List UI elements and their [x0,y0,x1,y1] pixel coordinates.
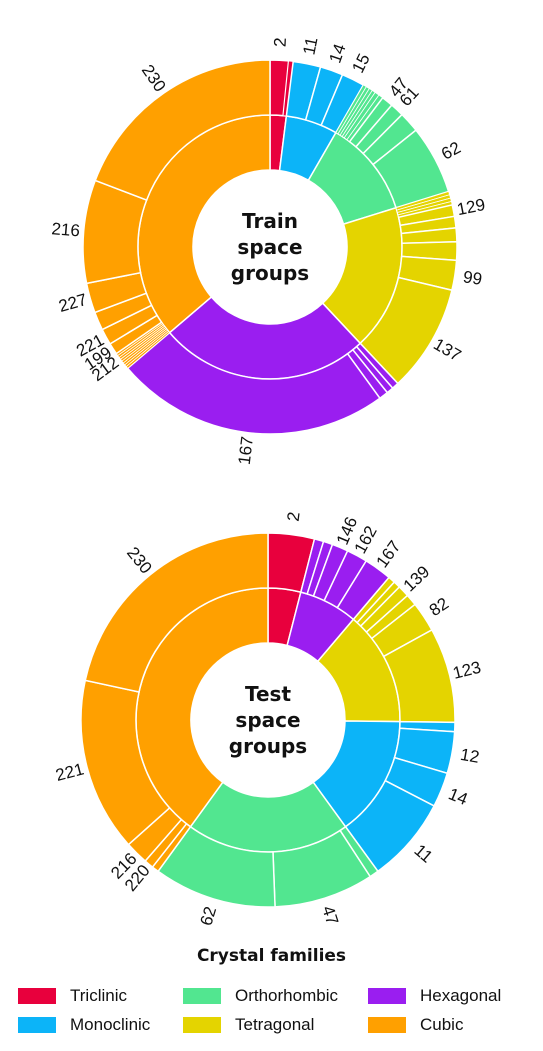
legend-swatch [18,1017,56,1033]
slice-label: 167 [372,537,404,571]
legend-label: Monoclinic [70,1015,151,1034]
slice-label: 167 [235,435,257,465]
chart-title-line: Test [245,682,291,706]
outer-slice [84,532,269,693]
legend-label: Hexagonal [420,986,502,1005]
legend-item-monoclinic: Monoclinic [18,1014,150,1036]
legend-title: Crystal families [196,946,347,966]
chart-title-line: groups [231,261,309,285]
legend-item-orthorhombic: Orthorhombic [183,985,338,1007]
slice-label: 227 [57,290,89,316]
legend-label: Triclinic [70,986,127,1005]
legend-label: Orthorhombic [235,986,338,1005]
slice-label: 62 [438,138,464,164]
chart-title-line: groups [229,734,307,758]
legend-swatch [183,988,221,1004]
slice-label: 216 [51,219,81,240]
slice-label: 230 [138,61,170,95]
slice-label: 137 [430,335,464,366]
slice-label: 47 [318,903,342,927]
legend-item-tetragonal: Tetragonal [183,1014,314,1036]
chart-title-line: Train [242,209,298,233]
sunburst-test: 2 146162167139821231214114762220216221230… [54,511,483,928]
legend-swatch [183,1017,221,1033]
chart-title-line: space [237,235,302,259]
legend-label: Tetragonal [235,1015,315,1034]
slice-label: 139 [400,562,434,595]
legend-swatch [368,1017,406,1033]
slice-label: 12 [459,745,481,767]
slice-label: 221 [54,759,86,785]
slice-label: 15 [348,51,373,76]
legend-label: Cubic [420,1015,464,1034]
chart-title-line: space [235,708,300,732]
slice-label: 230 [123,543,156,577]
legend-swatch [368,988,406,1004]
slice-label: 99 [462,267,484,289]
legend-item-triclinic: Triclinic [18,985,127,1007]
slice-label: 11 [299,36,321,57]
slice-label: 14 [325,41,349,65]
legend-item-cubic: Cubic [368,1014,463,1036]
slice-label: 129 [455,195,487,219]
slice-label: 11 [411,841,437,867]
slice-label: 82 [426,594,452,620]
legend-item-hexagonal: Hexagonal [368,985,501,1007]
slice-label: 2 [284,511,304,523]
slice-label: 62 [196,904,220,928]
slice-label: 2 [270,37,289,47]
slice-label: 123 [451,658,483,683]
legend-swatch [18,988,56,1004]
sunburst-train: 2 11 1415476162129991371672121992212272162… [51,36,487,466]
outer-slice [94,59,271,201]
slice-label: 14 [446,784,471,809]
sunburst-charts: 2 11 1415476162129991371672121992212272162… [51,36,487,928]
